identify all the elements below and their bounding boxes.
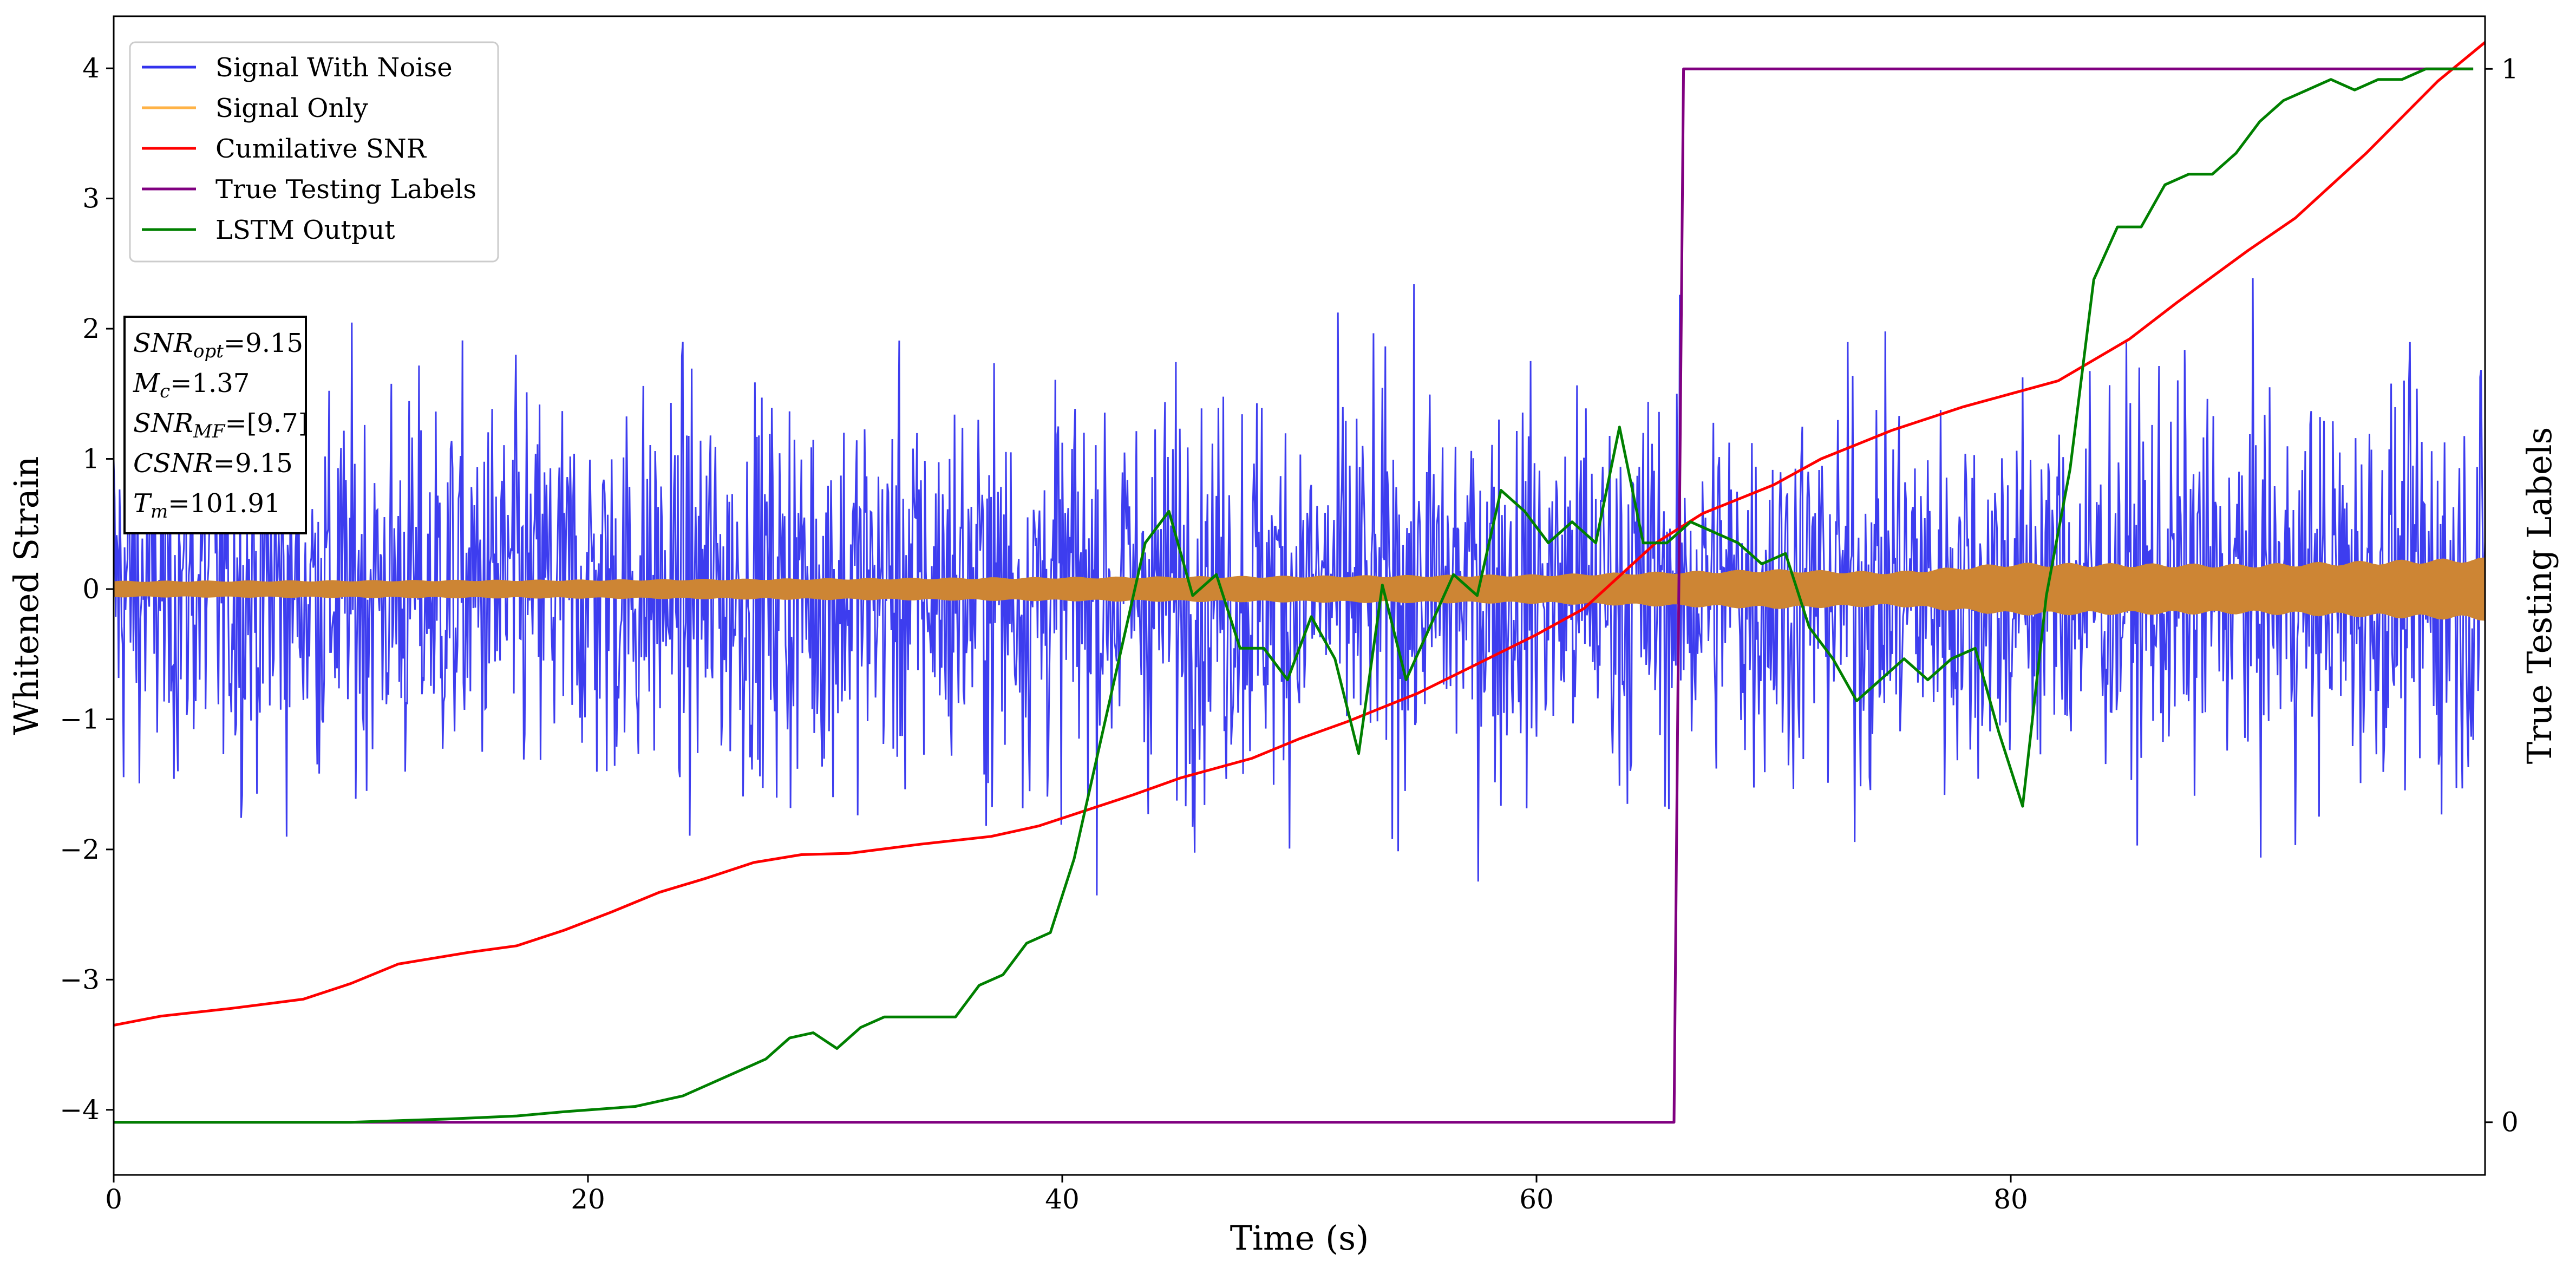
legend-box: [129, 41, 499, 263]
parameter-annotation-box: SNRopt=9.15 Mc=1.37 SNRMF=[9.7] CSNR=9.15 Tm…: [123, 316, 308, 534]
cumilative-snr-series: [114, 41, 2485, 1027]
x-tick-label: 80: [1993, 1184, 2028, 1215]
annotation-line: SNRMF=[9.7]: [133, 408, 308, 442]
annotation-line: Mc=1.37: [133, 368, 250, 402]
signal-only-band: [114, 557, 2485, 621]
annotation-line: Tm=101.91: [133, 488, 280, 522]
annotation-line: SNRopt=9.15: [133, 328, 303, 362]
annotation-box-frame: [123, 316, 307, 534]
y-right-tick-label: 0: [2501, 1107, 2519, 1138]
x-axis-label: Time (s): [1230, 1218, 1369, 1258]
x-tick-label: 0: [105, 1184, 122, 1215]
signal-with-noise-line: [114, 278, 2485, 896]
x-tick-label: 40: [1045, 1184, 1080, 1215]
legend-label: Cumilative SNR: [215, 134, 427, 164]
signal-only-series: [114, 557, 2485, 621]
lstm-output-series: [114, 67, 2474, 1124]
true-testing-labels-series: [114, 67, 2474, 1124]
y-tick-label: 1: [82, 443, 100, 475]
y-tick-label: 0: [82, 573, 100, 605]
true-testing-labels-line: [114, 67, 2474, 1124]
y-tick-label: 4: [82, 53, 100, 84]
y-tick-label: −3: [60, 964, 100, 995]
legend: Signal With Noise Signal Only Cumilative S…: [129, 41, 499, 263]
y-tick-label: 3: [82, 183, 100, 214]
y-tick-label: −2: [60, 834, 100, 865]
y-right-tick-label: 1: [2501, 53, 2519, 84]
legend-label: LSTM Output: [215, 215, 395, 245]
legend-label: Signal With Noise: [215, 53, 453, 83]
y-tick-label: −1: [60, 703, 100, 735]
legend-label: True Testing Labels: [215, 174, 476, 205]
legend-label: Signal Only: [215, 93, 368, 123]
annotation-line: CSNR=9.15: [133, 448, 293, 479]
y-tick-label: −4: [60, 1094, 100, 1126]
y-tick-label: 2: [82, 313, 100, 344]
cumilative-snr-line: [114, 41, 2485, 1027]
plot-area: [114, 41, 2485, 1124]
signal-with-noise-series: [114, 278, 2485, 896]
y-axis-label-left: Whitened Strain: [6, 456, 46, 735]
x-tick-label: 60: [1519, 1184, 1554, 1215]
x-tick-label: 20: [571, 1184, 605, 1215]
plot-frame: [113, 15, 2486, 1176]
lstm-output-line: [114, 67, 2474, 1124]
y-axis-label-right: True Testing Labels: [2520, 427, 2559, 765]
